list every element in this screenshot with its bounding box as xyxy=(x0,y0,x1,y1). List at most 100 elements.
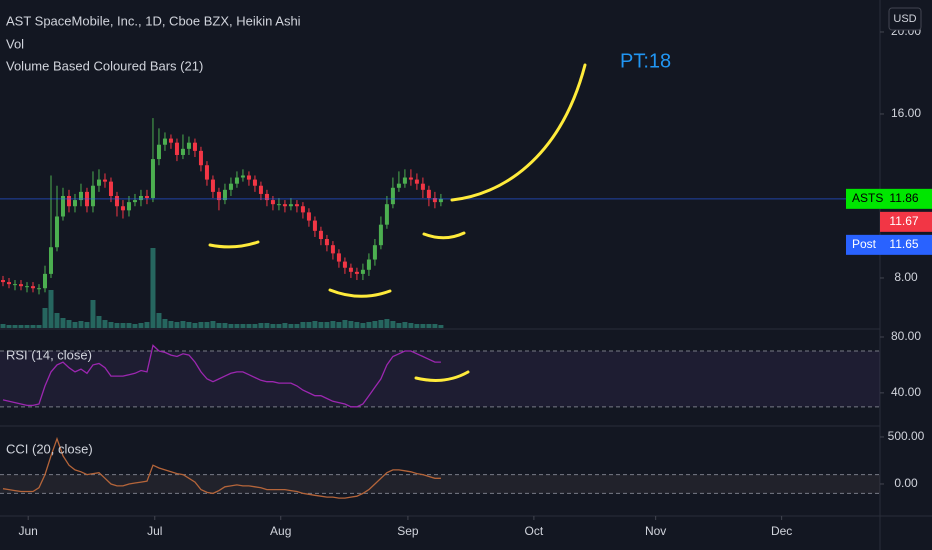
volume-bar xyxy=(306,322,312,328)
x-tick-label: Oct xyxy=(525,524,544,538)
currency-box[interactable] xyxy=(888,7,922,31)
candle-body xyxy=(66,195,71,207)
candle-body xyxy=(180,148,185,155)
candle-body xyxy=(54,216,59,248)
price-label-box xyxy=(846,234,932,255)
indicator-line xyxy=(2,344,441,408)
volume-bar xyxy=(258,323,264,328)
price-label-value: 11.86 xyxy=(889,191,918,205)
candle-body xyxy=(144,195,149,199)
indicator-line xyxy=(2,436,441,499)
candle-body xyxy=(204,165,209,180)
volume-bar xyxy=(132,324,138,328)
candle-body xyxy=(30,286,35,289)
volume-bar xyxy=(192,323,198,328)
volume-bar xyxy=(84,322,90,328)
candle-body xyxy=(312,220,317,231)
candle-body xyxy=(390,187,395,205)
candle-body xyxy=(48,247,53,274)
price-label-box xyxy=(846,188,932,209)
price-label-value: 11.65 xyxy=(889,237,918,251)
candle-body xyxy=(366,259,371,270)
candle-body xyxy=(168,138,173,143)
candle-body xyxy=(318,230,323,240)
candle-body xyxy=(426,189,431,199)
volume-bar xyxy=(288,324,294,328)
volume-bar xyxy=(150,248,156,328)
x-tick-label: Aug xyxy=(270,524,291,538)
volume-bar xyxy=(108,322,114,328)
candle-body xyxy=(138,195,143,201)
candle-body xyxy=(90,185,95,207)
volume-bar xyxy=(210,321,216,328)
volume-bar xyxy=(264,323,270,328)
volume-bar xyxy=(162,319,168,328)
volume-bar xyxy=(222,323,228,328)
volume-bar xyxy=(432,324,438,328)
volume-bar xyxy=(144,322,150,328)
currency[interactable]: USD xyxy=(893,13,916,25)
volume-bar xyxy=(270,324,276,328)
volume-bar xyxy=(60,318,66,328)
candle-body xyxy=(216,191,221,201)
volume-bar xyxy=(252,324,258,328)
volume-bar xyxy=(66,320,72,328)
indicator-title: RSI (14, close) xyxy=(6,347,92,362)
candle-body xyxy=(300,206,305,213)
drawn-curve xyxy=(450,63,587,202)
y-tick-label: 500.00 xyxy=(888,429,925,443)
volume-bar xyxy=(174,322,180,328)
volume-bar xyxy=(336,322,342,328)
candle-body xyxy=(120,206,125,211)
candle-body xyxy=(378,224,383,246)
volume-bar xyxy=(138,323,144,328)
candle-body xyxy=(372,245,377,260)
volume-bar xyxy=(402,322,408,328)
candle-body xyxy=(42,273,47,289)
volume-bar xyxy=(6,325,12,328)
candle-body xyxy=(0,280,5,283)
candle-body xyxy=(384,204,389,225)
volume-bar xyxy=(300,322,306,328)
volume-bar xyxy=(246,324,252,328)
candle-body xyxy=(108,181,113,196)
candle-body xyxy=(282,204,287,207)
volume-bar xyxy=(276,324,282,328)
candle-body xyxy=(174,142,179,155)
candle-body xyxy=(330,245,335,254)
drawn-curve xyxy=(422,231,466,240)
volume-bar xyxy=(348,321,354,328)
volume-bar xyxy=(48,290,54,328)
candle-body xyxy=(156,144,161,160)
volume-bar xyxy=(330,321,336,328)
volume-bar xyxy=(42,308,48,328)
volume-bar xyxy=(90,300,96,328)
candle-body xyxy=(96,179,101,186)
indicator-title: Vol xyxy=(6,36,24,51)
volume-bar xyxy=(438,325,444,328)
candle-body xyxy=(198,150,203,166)
candle-body xyxy=(294,204,299,207)
candle-body xyxy=(348,267,353,272)
volume-bar xyxy=(240,324,246,328)
candle-body xyxy=(192,142,197,151)
volume-bar xyxy=(168,321,174,328)
candle-body xyxy=(132,200,137,203)
volume-bar xyxy=(156,313,162,328)
x-tick-label: Jul xyxy=(147,524,162,538)
candle-body xyxy=(24,286,29,288)
volume-bar xyxy=(18,325,24,328)
candle-body xyxy=(186,142,191,149)
volume-bar xyxy=(54,313,60,328)
candle-body xyxy=(438,198,443,203)
volume-bar xyxy=(204,322,210,328)
price-label-name: Post xyxy=(852,237,877,251)
candle-body xyxy=(288,204,293,207)
volume-bar xyxy=(420,324,426,328)
volume-bar xyxy=(114,323,120,328)
candle-body xyxy=(246,175,251,180)
indicator-title: Volume Based Coloured Bars (21) xyxy=(6,58,203,73)
candle-body xyxy=(150,159,155,199)
